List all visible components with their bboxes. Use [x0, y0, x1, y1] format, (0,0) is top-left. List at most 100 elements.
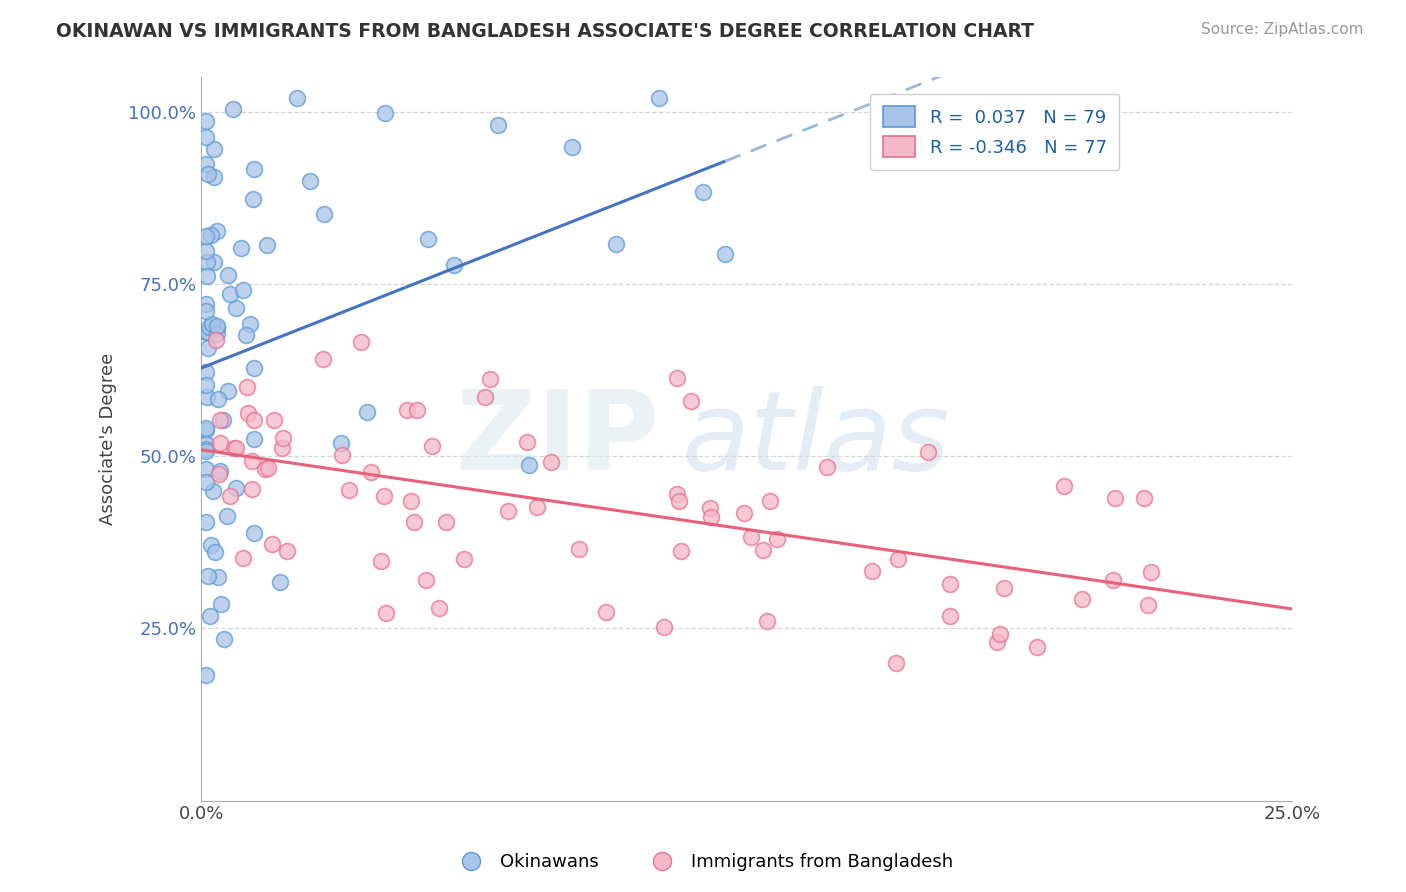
- Point: [194, 228, 217, 243]
- Point: [285, 91, 308, 105]
- Point: [402, 515, 425, 529]
- Point: [225, 441, 247, 455]
- Point: [262, 537, 284, 551]
- Point: [740, 531, 762, 545]
- Point: [194, 365, 217, 379]
- Point: [375, 607, 398, 621]
- Point: [217, 384, 239, 399]
- Point: [652, 620, 675, 634]
- Point: [299, 174, 322, 188]
- Point: [242, 192, 264, 206]
- Point: [733, 506, 755, 520]
- Point: [236, 379, 259, 393]
- Point: [197, 569, 219, 583]
- Point: [239, 318, 262, 332]
- Text: OKINAWAN VS IMMIGRANTS FROM BANGLADESH ASSOCIATE'S DEGREE CORRELATION CHART: OKINAWAN VS IMMIGRANTS FROM BANGLADESH A…: [56, 22, 1035, 41]
- Point: [194, 378, 217, 392]
- Point: [204, 545, 226, 559]
- Point: [561, 140, 583, 154]
- Point: [197, 325, 219, 339]
- Point: [242, 162, 264, 177]
- Point: [236, 406, 259, 420]
- Point: [207, 392, 229, 406]
- Point: [886, 551, 908, 566]
- Point: [225, 481, 247, 495]
- Point: [540, 455, 562, 469]
- Point: [1139, 565, 1161, 579]
- Point: [986, 635, 1008, 649]
- Point: [200, 538, 222, 552]
- Point: [1133, 491, 1156, 505]
- Point: [219, 286, 242, 301]
- Point: [443, 258, 465, 272]
- Point: [194, 423, 217, 437]
- Point: [217, 508, 239, 523]
- Point: [988, 626, 1011, 640]
- Point: [207, 320, 229, 334]
- Point: [330, 448, 353, 462]
- Point: [418, 231, 440, 245]
- Point: [269, 575, 291, 590]
- Point: [756, 614, 779, 628]
- Point: [648, 91, 671, 105]
- Point: [312, 352, 335, 367]
- Point: [478, 371, 501, 385]
- Point: [917, 444, 939, 458]
- Point: [1101, 573, 1123, 587]
- Point: [229, 241, 252, 255]
- Point: [453, 551, 475, 566]
- Point: [396, 403, 419, 417]
- Point: [194, 516, 217, 530]
- Point: [207, 569, 229, 583]
- Point: [200, 228, 222, 243]
- Point: [516, 434, 538, 449]
- Point: [1104, 491, 1126, 505]
- Point: [263, 412, 285, 426]
- Point: [1071, 592, 1094, 607]
- Point: [208, 467, 231, 482]
- Point: [692, 186, 714, 200]
- Point: [679, 394, 702, 409]
- Point: [765, 532, 787, 546]
- Point: [211, 597, 233, 611]
- Point: [242, 432, 264, 446]
- Point: [194, 442, 217, 456]
- Point: [209, 413, 232, 427]
- Point: [205, 333, 228, 347]
- Point: [1025, 640, 1047, 655]
- Point: [243, 412, 266, 426]
- Point: [197, 341, 219, 355]
- Point: [208, 436, 231, 450]
- Point: [194, 475, 217, 490]
- Point: [242, 526, 264, 541]
- Point: [209, 463, 232, 477]
- Point: [202, 255, 225, 269]
- Point: [256, 238, 278, 252]
- Point: [194, 129, 217, 144]
- Point: [939, 577, 962, 591]
- Point: [195, 390, 218, 404]
- Point: [884, 656, 907, 670]
- Point: [202, 169, 225, 184]
- Point: [240, 482, 263, 496]
- Point: [224, 441, 246, 455]
- Point: [253, 461, 276, 475]
- Point: [214, 632, 236, 646]
- Point: [399, 494, 422, 508]
- Text: Source: ZipAtlas.com: Source: ZipAtlas.com: [1201, 22, 1364, 37]
- Point: [415, 573, 437, 587]
- Point: [374, 106, 396, 120]
- Point: [197, 167, 219, 181]
- Point: [194, 668, 217, 682]
- Text: atlas: atlas: [682, 385, 950, 492]
- Point: [939, 608, 962, 623]
- Point: [595, 605, 617, 619]
- Point: [350, 334, 373, 349]
- Point: [240, 454, 263, 468]
- Point: [665, 487, 688, 501]
- Point: [232, 283, 254, 297]
- Point: [198, 319, 221, 334]
- Point: [207, 224, 229, 238]
- Point: [257, 461, 280, 475]
- Point: [337, 483, 360, 497]
